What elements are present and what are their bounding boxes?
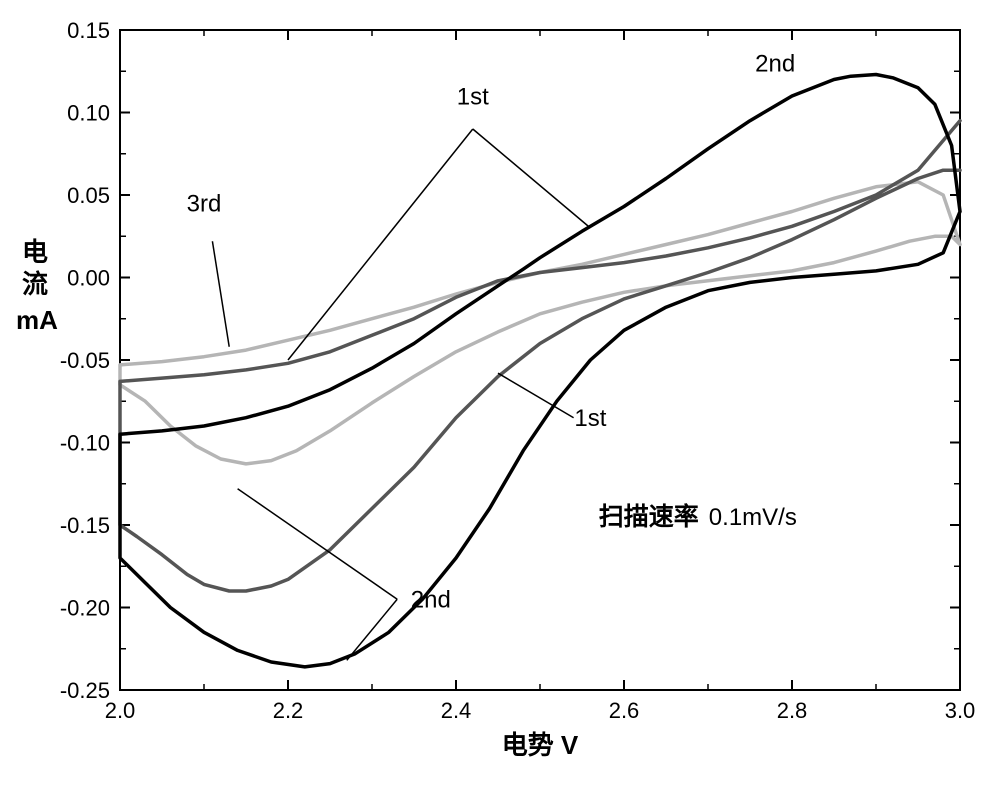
chart-svg: 2.02.22.42.62.83.0-0.25-0.20-0.15-0.10-0… xyxy=(0,0,1000,788)
curve-3rd xyxy=(120,182,960,464)
annotation-leader xyxy=(212,241,229,347)
y-axis-unit: mA xyxy=(16,305,58,335)
y-tick-label: 0.00 xyxy=(67,266,110,291)
annotation-1st-3: 1st xyxy=(574,405,606,432)
scan-rate-value: 0.1mV/s xyxy=(709,504,797,531)
x-tick-label: 2.4 xyxy=(441,698,472,723)
y-tick-label: 0.15 xyxy=(67,18,110,43)
x-tick-label: 2.6 xyxy=(609,698,640,723)
y-tick-label: 0.05 xyxy=(67,183,110,208)
y-tick-label: -0.05 xyxy=(60,348,110,373)
x-tick-label: 2.8 xyxy=(777,698,808,723)
annotation-leader xyxy=(473,129,591,228)
annotation-leader xyxy=(288,129,473,360)
y-tick-label: 0.10 xyxy=(67,101,110,126)
annotation-3rd-2: 3rd xyxy=(187,191,222,218)
x-tick-label: 3.0 xyxy=(945,698,976,723)
y-tick-label: -0.20 xyxy=(60,596,110,621)
annotation-2nd-0: 2nd xyxy=(755,50,795,77)
annotation-2nd-4: 2nd xyxy=(411,587,451,614)
y-axis-label-2: 流 xyxy=(22,269,48,299)
y-tick-label: -0.15 xyxy=(60,513,110,538)
annotation-1st-1: 1st xyxy=(457,83,489,110)
y-tick-label: -0.10 xyxy=(60,431,110,456)
y-axis-label-1: 电 xyxy=(22,237,48,267)
x-axis-label: 电势 V xyxy=(502,730,579,760)
x-tick-label: 2.2 xyxy=(273,698,304,723)
curve-1st xyxy=(120,121,960,591)
y-tick-label: -0.25 xyxy=(60,678,110,703)
scan-rate-label: 扫描速率 xyxy=(599,502,699,531)
cv-chart: 2.02.22.42.62.83.0-0.25-0.20-0.15-0.10-0… xyxy=(0,0,1000,788)
